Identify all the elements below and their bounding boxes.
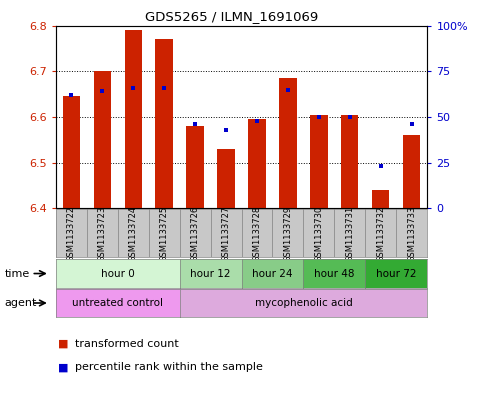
Text: hour 48: hour 48 [314, 268, 355, 279]
Text: untreated control: untreated control [72, 298, 163, 308]
Text: percentile rank within the sample: percentile rank within the sample [75, 362, 263, 373]
Text: hour 0: hour 0 [100, 268, 134, 279]
Bar [62, 96, 80, 208]
Text: GDS5265 / ILMN_1691069: GDS5265 / ILMN_1691069 [145, 10, 318, 23]
Text: GSM1133728: GSM1133728 [253, 205, 261, 262]
Text: GSM1133727: GSM1133727 [222, 205, 230, 262]
Bar [156, 39, 172, 208]
Bar [280, 78, 297, 208]
Bar [311, 115, 327, 208]
Text: GSM1133729: GSM1133729 [284, 206, 293, 261]
Text: GSM1133732: GSM1133732 [376, 205, 385, 262]
Text: mycophenolic acid: mycophenolic acid [255, 298, 353, 308]
Bar [341, 115, 358, 208]
Text: GSM1133730: GSM1133730 [314, 205, 324, 262]
Text: GSM1133731: GSM1133731 [345, 205, 355, 262]
Text: ■: ■ [58, 362, 69, 373]
Text: GSM1133733: GSM1133733 [408, 205, 416, 262]
Text: hour 24: hour 24 [252, 268, 293, 279]
Text: GSM1133724: GSM1133724 [128, 206, 138, 261]
Text: hour 12: hour 12 [190, 268, 231, 279]
Text: hour 72: hour 72 [376, 268, 417, 279]
Text: time: time [5, 268, 30, 279]
Bar [94, 71, 111, 208]
Text: GSM1133726: GSM1133726 [190, 205, 199, 262]
Text: GSM1133723: GSM1133723 [98, 205, 107, 262]
Text: transformed count: transformed count [75, 339, 179, 349]
Text: GSM1133722: GSM1133722 [67, 206, 75, 261]
Bar [186, 126, 203, 208]
Bar [403, 135, 421, 208]
Bar [125, 30, 142, 208]
Text: agent: agent [5, 298, 37, 308]
Bar [248, 119, 266, 208]
Text: GSM1133725: GSM1133725 [159, 206, 169, 261]
Bar [372, 190, 389, 208]
Bar [217, 149, 235, 208]
Text: ■: ■ [58, 339, 69, 349]
